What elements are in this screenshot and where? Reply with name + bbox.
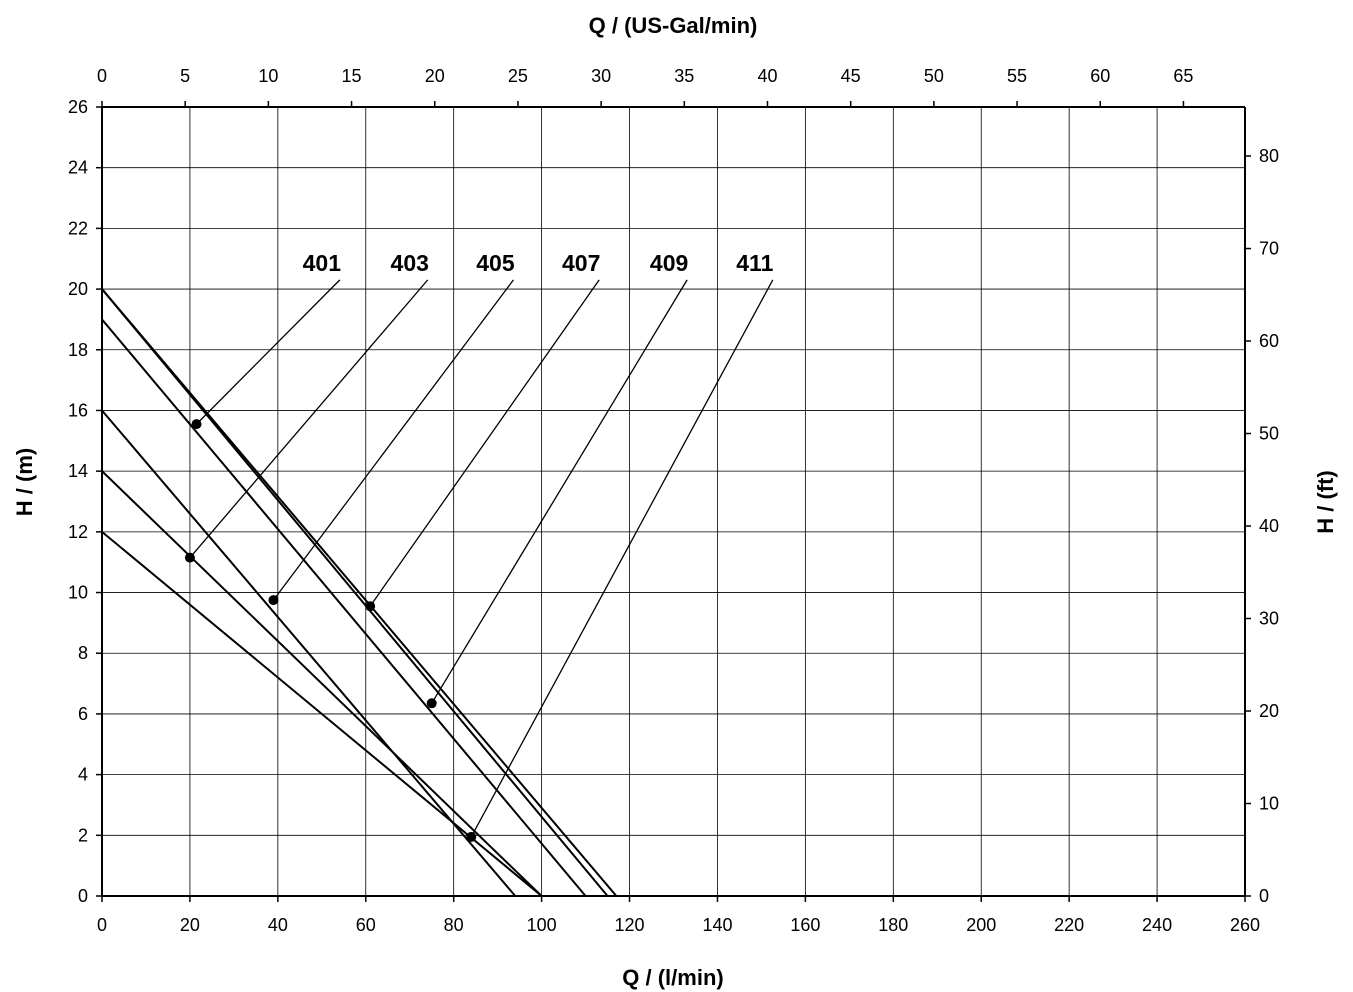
x-axis-title: Q / (l/min) (622, 965, 723, 990)
x-tick-label: 120 (615, 915, 645, 935)
x-tick-label: 0 (97, 915, 107, 935)
callout-line-403 (189, 279, 429, 559)
y-tick-label: 22 (68, 218, 88, 238)
x2-tick-label: 15 (342, 66, 362, 86)
x2-axis-title: Q / (US-Gal/min) (589, 13, 758, 38)
x2-tick-label: 20 (425, 66, 445, 86)
y-tick-label: 2 (78, 825, 88, 845)
y-tick-label: 16 (68, 400, 88, 420)
x2-tick-label: 60 (1090, 66, 1110, 86)
y2-tick-label: 70 (1259, 239, 1279, 259)
y-tick-label: 8 (78, 643, 88, 663)
y2-tick-label: 40 (1259, 516, 1279, 536)
x2-tick-label: 65 (1173, 66, 1193, 86)
x-tick-label: 80 (444, 915, 464, 935)
x-tick-label: 60 (356, 915, 376, 935)
series-line-407 (101, 318, 587, 897)
x2-tick-label: 30 (591, 66, 611, 86)
series-lines (101, 288, 618, 897)
x2-tick-label: 45 (841, 66, 861, 86)
x2-tick-label: 25 (508, 66, 528, 86)
y-tick-label: 24 (68, 158, 88, 178)
x2-tick-label: 55 (1007, 66, 1027, 86)
y2-tick-label: 50 (1259, 424, 1279, 444)
y-tick-label: 10 (68, 583, 88, 603)
x-tick-label: 20 (180, 915, 200, 935)
x2-tick-label: 50 (924, 66, 944, 86)
y-tick-label: 20 (68, 279, 88, 299)
x-tick-label: 140 (702, 915, 732, 935)
y2-tick-label: 10 (1259, 794, 1279, 814)
series-line-405 (101, 409, 516, 897)
y2-tick-label: 20 (1259, 701, 1279, 721)
series-label-403: 403 (391, 250, 429, 276)
y-tick-label: 12 (68, 522, 88, 542)
x-tick-label: 220 (1054, 915, 1084, 935)
y-tick-label: 0 (78, 886, 88, 906)
x2-tick-label: 35 (674, 66, 694, 86)
x-tick-label: 200 (966, 915, 996, 935)
x-tick-label: 260 (1230, 915, 1260, 935)
series-label-407: 407 (562, 250, 600, 276)
x2-tick-label: 40 (757, 66, 777, 86)
callout-line-409 (431, 279, 688, 704)
x-tick-label: 160 (790, 915, 820, 935)
y-tick-label: 18 (68, 340, 88, 360)
y-axis-title: H / (m) (12, 448, 37, 516)
x2-tick-label: 5 (180, 66, 190, 86)
y-tick-label: 6 (78, 704, 88, 724)
grid (101, 106, 1246, 897)
y2-tick-label: 0 (1259, 886, 1269, 906)
callout-line-407 (369, 279, 600, 607)
y2-axis-title: H / (ft) (1313, 470, 1338, 534)
series-label-411: 411 (736, 250, 773, 276)
y2-tick-label: 60 (1259, 331, 1279, 351)
y-tick-label: 4 (78, 765, 88, 785)
series-callouts: 401 403 405 407 409 411 (189, 250, 774, 838)
series-label-409: 409 (650, 250, 688, 276)
callout-line-405 (272, 279, 514, 601)
series-label-405: 405 (476, 250, 515, 276)
series-line-409 (101, 288, 609, 897)
y-tick-label: 14 (68, 461, 88, 481)
callout-line-401 (196, 279, 341, 425)
callout-line-411 (470, 279, 774, 838)
y2-tick-label: 30 (1259, 609, 1279, 629)
series-line-403 (101, 470, 543, 897)
series-line-411 (101, 288, 618, 897)
x-tick-label: 180 (878, 915, 908, 935)
x2-tick-label: 10 (258, 66, 278, 86)
x-tick-label: 100 (527, 915, 557, 935)
x2-tick-label: 0 (97, 66, 107, 86)
y2-tick-label: 80 (1259, 146, 1279, 166)
x-tick-label: 40 (268, 915, 288, 935)
series-label-401: 401 (303, 250, 342, 276)
y-tick-label: 26 (68, 97, 88, 117)
x-tick-label: 240 (1142, 915, 1172, 935)
